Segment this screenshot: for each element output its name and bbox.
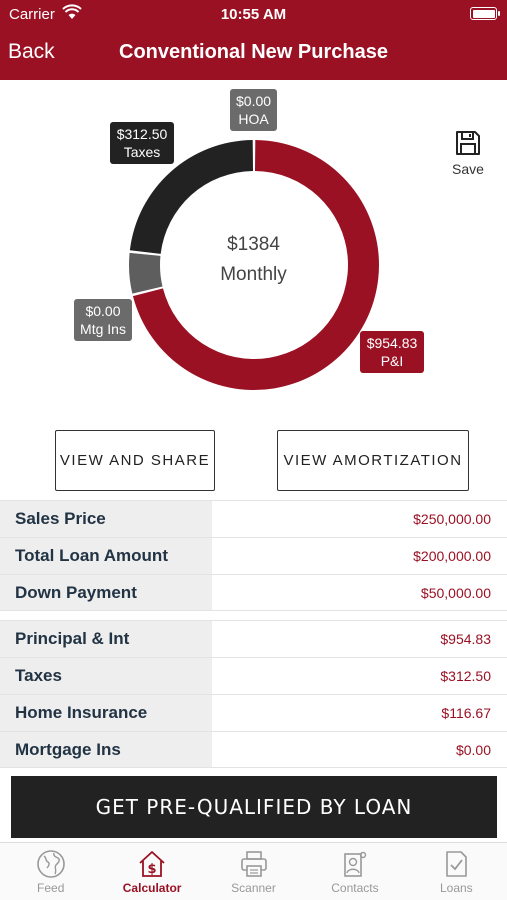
donut-slice-mtg-ins <box>129 252 163 294</box>
tab-feed[interactable]: Feed <box>0 843 101 900</box>
slice-name-hoa: HOA <box>238 111 269 127</box>
battery-icon <box>470 7 500 20</box>
tab-scanner[interactable]: Scanner <box>203 843 304 900</box>
save-label: Save <box>452 161 484 177</box>
slice-label-mtg-ins: $0.00 Mtg Ins <box>74 299 132 341</box>
slice-name-pi: P&I <box>380 353 404 369</box>
slice-name-taxes: Taxes <box>123 144 161 160</box>
status-bar: Carrier 10:55 AM <box>0 0 507 28</box>
view-and-share-button[interactable]: VIEW AND SHARE <box>55 430 215 491</box>
row-label: Sales Price <box>0 501 212 537</box>
row-label: Home Insurance <box>0 695 212 731</box>
nav-bar: Back Conventional New Purchase <box>0 30 507 76</box>
get-pre-qualified-button[interactable]: GET PRE-QUALIFIED BY LOAN <box>11 776 497 838</box>
tab-contacts[interactable]: Contacts <box>304 843 405 900</box>
row-label: Down Payment <box>0 575 212 610</box>
donut-chart <box>129 140 379 390</box>
slice-label-taxes: $312.50 Taxes <box>110 122 174 164</box>
slice-value-hoa: $0.00 <box>236 93 272 109</box>
row-value: $312.50 <box>440 668 491 684</box>
wifi-icon <box>62 4 82 19</box>
slice-value-mtg-ins: $0.00 <box>85 303 121 319</box>
row-label: Total Loan Amount <box>0 538 212 574</box>
table-row: Home Insurance $116.67 <box>0 694 507 731</box>
row-value: $50,000.00 <box>420 584 491 601</box>
tab-label: Contacts <box>331 881 379 895</box>
monthly-label: Monthly <box>220 264 287 285</box>
globe-icon <box>36 850 65 878</box>
slice-value-pi: $954.83 <box>366 335 418 351</box>
row-value: $116.67 <box>441 705 491 721</box>
table-row: Principal & Int $954.83 <box>0 620 507 657</box>
row-label: Principal & Int <box>0 621 212 657</box>
table-row: Mortgage Ins $0.00 <box>0 731 507 768</box>
slice-value-taxes: $312.50 <box>116 126 168 142</box>
slice-label-pi: $954.83 P&I <box>360 331 424 373</box>
row-value: $0.00 <box>455 741 491 758</box>
row-value: $250,000.00 <box>413 511 491 527</box>
slice-label-hoa: $0.00 HOA <box>230 89 277 131</box>
svg-text:$: $ <box>148 862 157 877</box>
row-value: $200,000.00 <box>413 548 491 564</box>
carrier-label: Carrier <box>9 6 55 23</box>
contacts-icon <box>344 851 367 877</box>
payment-breakdown-table: Principal & Int $954.83 Taxes $312.50 Ho… <box>0 620 507 768</box>
donut-slice-taxes <box>129 140 254 254</box>
tab-label: Scanner <box>231 881 276 895</box>
loan-summary-table: Sales Price $250,000.00 Total Loan Amoun… <box>0 500 507 611</box>
table-row: Sales Price $250,000.00 <box>0 500 507 537</box>
floppy-disk-icon <box>456 131 480 155</box>
tab-label: Loans <box>439 881 473 895</box>
app-header: Carrier 10:55 AM Back Conventional New P… <box>0 0 507 80</box>
row-value: $954.83 <box>440 631 491 647</box>
row-label: Mortgage Ins <box>0 732 212 767</box>
house-dollar-icon: $ <box>139 851 165 877</box>
row-label: Taxes <box>0 658 212 694</box>
table-row: Taxes $312.50 <box>0 657 507 694</box>
view-amortization-button[interactable]: VIEW AMORTIZATION <box>277 430 469 491</box>
save-button[interactable]: Save <box>448 130 488 177</box>
printer-icon <box>240 851 267 877</box>
tab-bar: Feed $ Calculator Scanner Contacts <box>0 842 507 900</box>
monthly-total: $1384 <box>227 234 280 255</box>
tab-label: Feed <box>37 881 65 895</box>
payment-chart: $0.00 HOA $312.50 Taxes $0.00 Mtg Ins $9… <box>0 80 507 420</box>
page-title: Conventional New Purchase <box>119 41 388 63</box>
tab-calculator[interactable]: $ Calculator <box>101 843 202 900</box>
table-row: Down Payment $50,000.00 <box>0 574 507 611</box>
back-button[interactable]: Back <box>8 40 55 63</box>
table-row: Total Loan Amount $200,000.00 <box>0 537 507 574</box>
slice-name-mtg-ins: Mtg Ins <box>80 321 126 337</box>
document-check-icon <box>446 851 468 877</box>
status-time: 10:55 AM <box>220 6 287 23</box>
tab-label: Calculator <box>122 881 182 895</box>
tab-loans[interactable]: Loans <box>406 843 507 900</box>
